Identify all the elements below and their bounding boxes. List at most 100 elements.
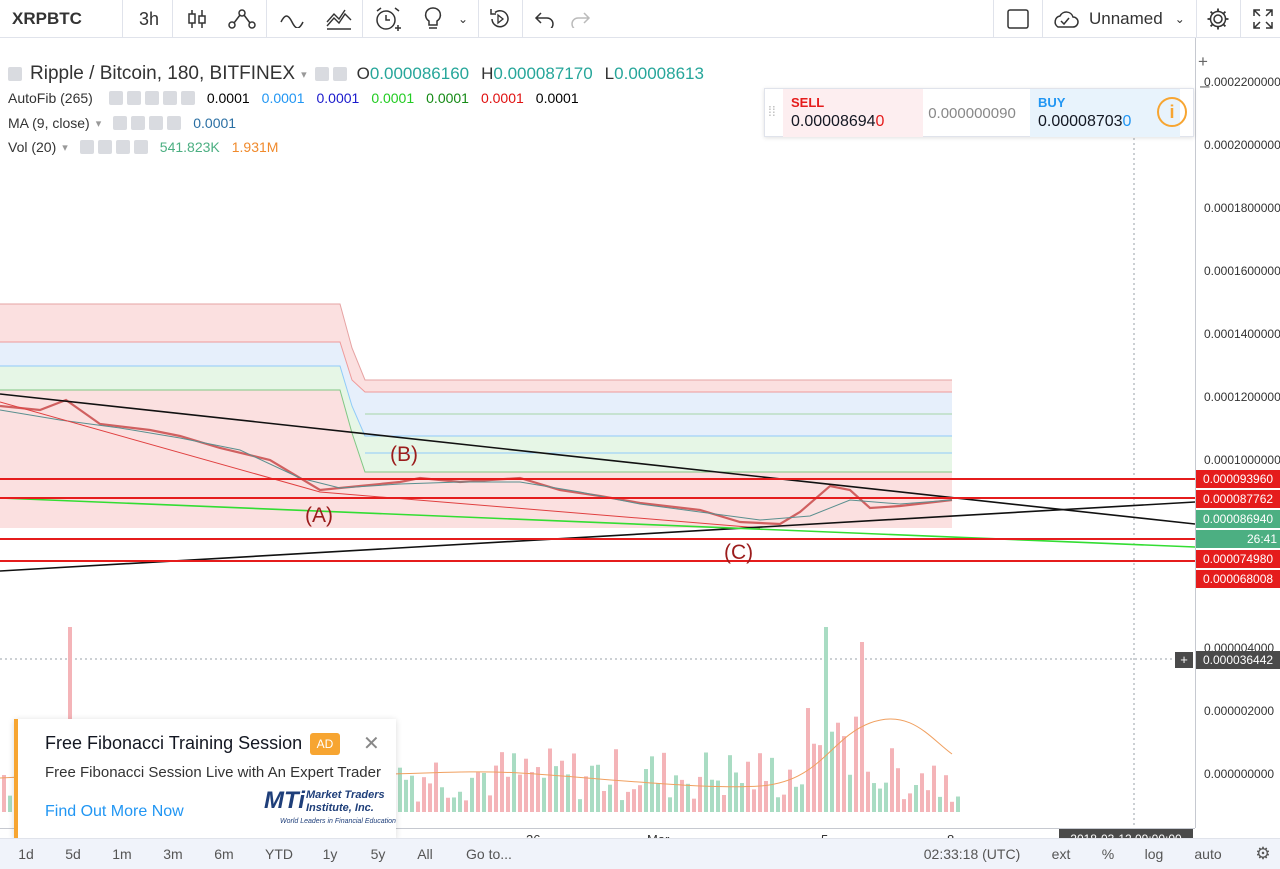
- more-icon[interactable]: [115, 140, 130, 154]
- chevron-down-icon[interactable]: ⌄: [457, 12, 469, 26]
- volume-bar: [512, 753, 516, 812]
- range-3m[interactable]: 3m: [163, 846, 183, 862]
- settings-gear-icon[interactable]: [1200, 0, 1236, 38]
- close-icon[interactable]: [180, 91, 195, 105]
- ad-subtitle: Free Fibonacci Session Live with An Expe…: [45, 764, 381, 781]
- range-1d[interactable]: 1d: [18, 846, 34, 862]
- volume-bar: [452, 797, 456, 812]
- autofib-value: 0.0001: [316, 90, 360, 106]
- ad-badge: AD: [310, 733, 340, 755]
- volume-bar: [476, 772, 480, 812]
- fullscreen-square-icon[interactable]: [1000, 0, 1036, 38]
- volume-bar: [722, 795, 726, 812]
- volume-bar: [884, 782, 888, 812]
- zoom-in-plus-icon[interactable]: +: [1198, 52, 1208, 71]
- volume-bar: [806, 708, 810, 812]
- volume-bar: [470, 777, 474, 812]
- settings-icon[interactable]: [126, 91, 141, 105]
- autofib-legend[interactable]: AutoFib (265) 0.0001 0.0001 0.0001 0.000…: [8, 90, 579, 106]
- undo-icon[interactable]: [528, 0, 562, 38]
- sell-button[interactable]: SELL 0.000086940: [783, 89, 923, 137]
- layout-button[interactable]: Unnamed ⌄: [1050, 0, 1190, 38]
- toolbar-divider: [1042, 0, 1043, 38]
- volume-bar: [812, 743, 816, 812]
- range-1m[interactable]: 1m: [112, 846, 132, 862]
- volume-bar: [572, 753, 576, 812]
- log-toggle[interactable]: log: [1144, 846, 1164, 862]
- range-all[interactable]: All: [417, 846, 433, 862]
- chevron-down-icon[interactable]: ▾: [95, 117, 102, 130]
- close-icon[interactable]: [167, 116, 182, 130]
- ad-link[interactable]: Find Out More Now: [45, 803, 184, 820]
- toolbar-divider: [522, 0, 523, 38]
- volume-bar: [902, 799, 906, 812]
- collapse-icon[interactable]: [8, 67, 22, 81]
- wave-label-c: (C): [724, 541, 754, 564]
- buy-price-main: 0.00008703: [1038, 113, 1123, 130]
- close-icon[interactable]: ✕: [363, 733, 380, 755]
- chevron-down-icon[interactable]: ▾: [62, 141, 68, 154]
- volume-bar: [782, 794, 786, 812]
- more-icon[interactable]: [162, 91, 177, 105]
- expand-icon[interactable]: [1246, 0, 1280, 38]
- volume-bar: [668, 797, 672, 812]
- alert-icon[interactable]: [368, 0, 406, 38]
- volume-bar: [842, 736, 846, 812]
- chart-canvas[interactable]: [0, 38, 1195, 828]
- range-5d[interactable]: 5d: [65, 846, 81, 862]
- settings-gear-icon[interactable]: ⚙: [1255, 844, 1271, 863]
- trading-panel: ⁞⁞ SELL 0.000086940 0.000000090 BUY 0.00…: [764, 88, 1194, 137]
- range-5y[interactable]: 5y: [370, 846, 386, 862]
- redo-icon[interactable]: [563, 0, 597, 38]
- eye-icon[interactable]: [113, 116, 128, 130]
- source-icon[interactable]: [144, 91, 159, 105]
- volume-bar: [524, 758, 528, 812]
- chevron-down-icon[interactable]: ▾: [301, 68, 307, 81]
- add-plus-icon[interactable]: +: [1175, 652, 1193, 668]
- auto-toggle[interactable]: auto: [1194, 846, 1222, 862]
- sell-price-main: 0.00008694: [791, 113, 876, 130]
- eye-icon[interactable]: [79, 140, 94, 154]
- settings-icon[interactable]: [314, 67, 329, 81]
- replay-icon[interactable]: [482, 0, 518, 38]
- vol-legend[interactable]: Vol (20) ▾ 541.823K 1.931M: [8, 139, 278, 155]
- info-icon[interactable]: i: [1157, 97, 1187, 127]
- candles-icon[interactable]: [180, 0, 214, 38]
- range-6m[interactable]: 6m: [214, 846, 234, 862]
- buy-label: BUY: [1038, 95, 1066, 110]
- utc-clock[interactable]: 02:33:18 (UTC): [923, 846, 1021, 862]
- templates-icon[interactable]: [321, 0, 357, 38]
- close-icon[interactable]: [133, 140, 148, 154]
- ad-banner[interactable]: Free Fibonacci Training Session AD ✕ Fre…: [14, 719, 396, 839]
- countdown-tag: 26:41: [1196, 530, 1280, 548]
- volume-bar: [482, 772, 486, 812]
- ma-legend[interactable]: MA (9, close) ▾ 0.0001: [8, 115, 236, 131]
- settings-icon[interactable]: [332, 67, 347, 81]
- price-label: 0.0001600000: [1204, 264, 1280, 278]
- drag-handle-icon[interactable]: ⁞⁞: [768, 103, 776, 119]
- volume-bar: [410, 775, 414, 812]
- range-1y[interactable]: 1y: [322, 846, 338, 862]
- range-ytd[interactable]: YTD: [265, 846, 293, 862]
- settings-icon[interactable]: [131, 116, 146, 130]
- price-label: 0.0002200000: [1204, 75, 1280, 89]
- buy-button[interactable]: BUY 0.000087030: [1030, 89, 1180, 137]
- compare-icon[interactable]: [223, 0, 261, 38]
- price-axis[interactable]: 0.0002200000 0.0002000000 0.0001800000 0…: [1195, 38, 1280, 828]
- toolbar-divider: [1196, 0, 1197, 38]
- symbol-search-button[interactable]: XRPBTC: [12, 9, 82, 28]
- eye-icon[interactable]: [108, 91, 123, 105]
- percent-toggle[interactable]: %: [1101, 846, 1115, 862]
- ideas-lightbulb-icon[interactable]: [414, 0, 452, 38]
- ext-toggle[interactable]: ext: [1051, 846, 1071, 862]
- settings-icon[interactable]: [97, 140, 112, 154]
- interval-button[interactable]: 3h: [138, 8, 160, 29]
- goto-button[interactable]: Go to...: [466, 846, 512, 862]
- more-icon[interactable]: [149, 116, 164, 130]
- low-label: L: [604, 64, 615, 83]
- zoom-out-minus-icon[interactable]: –: [1200, 76, 1210, 95]
- indicators-icon[interactable]: [274, 0, 310, 38]
- low-value: 0.00008613: [614, 64, 704, 83]
- chart-area[interactable]: Ripple / Bitcoin, 180, BITFINEX ▾ O 0.00…: [0, 38, 1280, 850]
- volume-bar: [536, 767, 540, 812]
